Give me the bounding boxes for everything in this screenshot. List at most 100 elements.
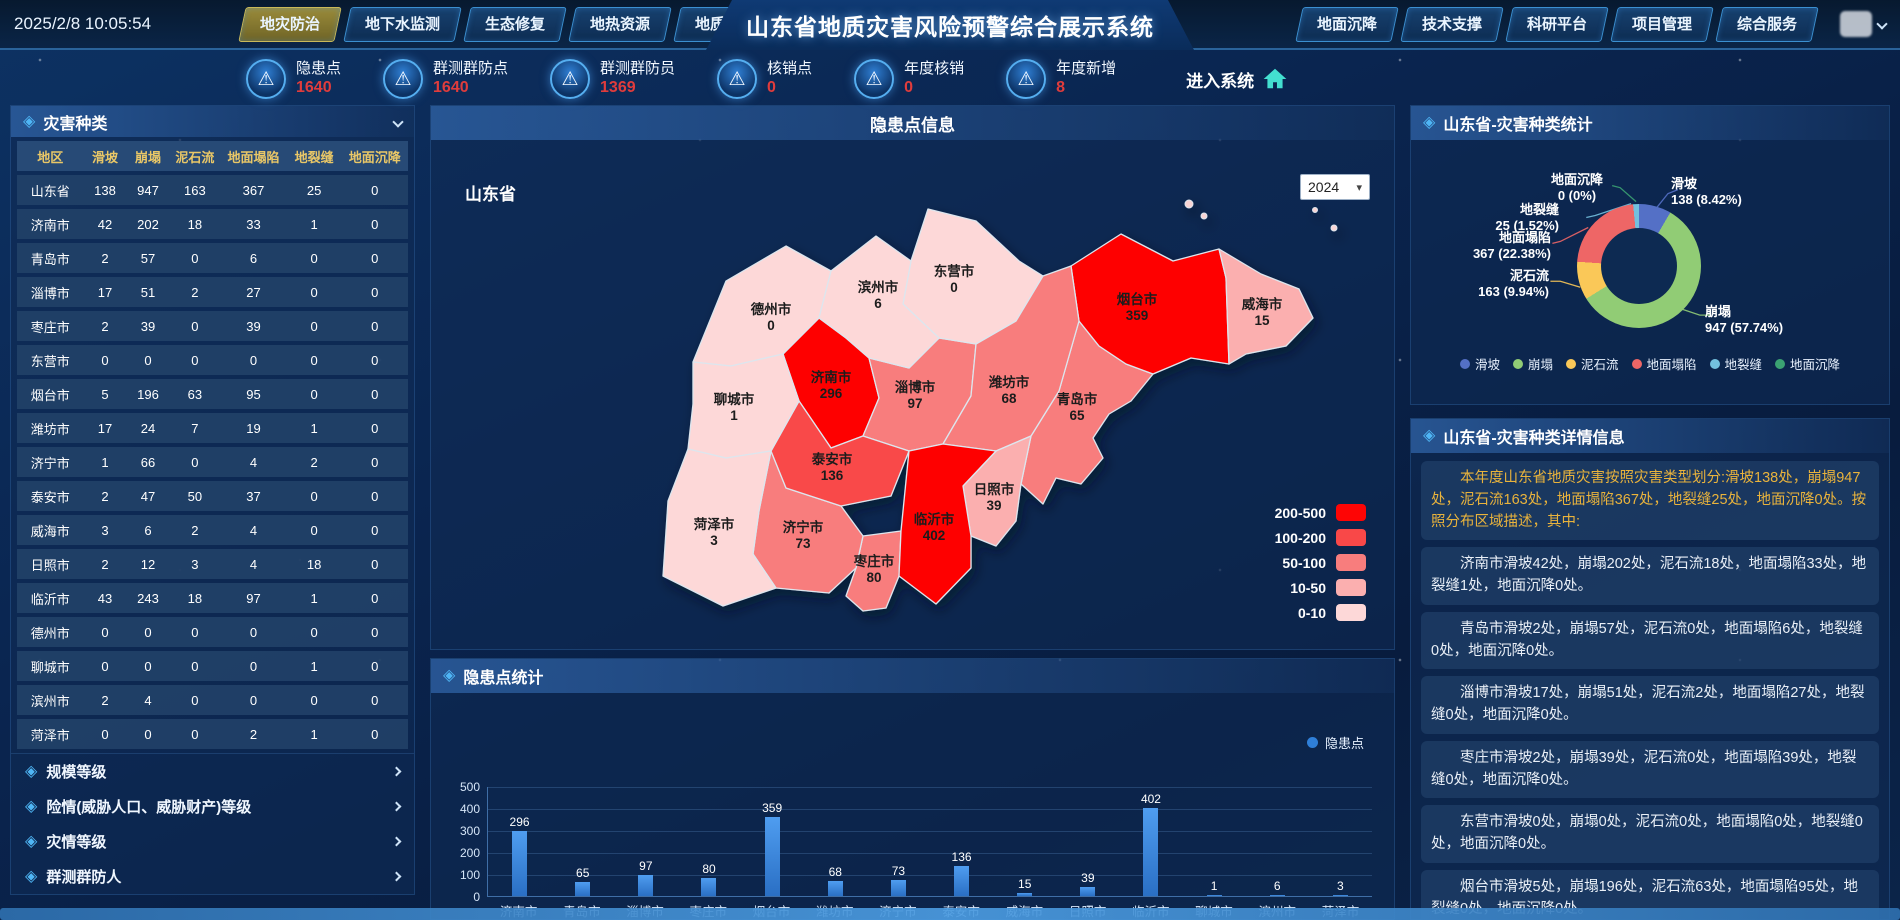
bar-value-label: 39 [1081,871,1095,886]
table-row: 日照市 2 12 3 4 18 0 [17,549,408,579]
accordion-规模等级[interactable]: ◈ 规模等级 [11,754,414,789]
bar-value-label: 1 [1210,879,1218,893]
cell: 2 [101,250,109,266]
bar[interactable] [890,879,906,896]
accordion-灾情等级[interactable]: ◈ 灾情等级 [11,824,414,859]
island [1184,199,1194,209]
legend-range: 100-200 [1274,529,1326,546]
diamond-icon: ◈ [25,762,38,780]
legend-swatch [1336,604,1366,621]
nav-tab-生态修复[interactable]: 生态修复 [463,6,567,42]
cell: 24 [140,420,156,436]
donut-legend-地面沉降[interactable]: 地面沉降 [1775,354,1840,373]
warning-triangle-icon: ⚠ [1006,59,1047,99]
cell: 18 [187,590,203,606]
map-city-潍坊市[interactable] [942,265,1080,452]
bar[interactable] [1332,895,1348,896]
year-value: 2024 [1308,179,1340,195]
bar-chart-legend[interactable]: 隐患点 [1306,733,1364,752]
donut-legend-崩塌[interactable]: 崩塌 [1512,354,1553,373]
bar-value-label: 73 [891,863,906,878]
chevron-right-icon [391,871,402,882]
donut-legend-滑坡[interactable]: 滑坡 [1459,354,1500,373]
map-city-烟台市[interactable] [1070,233,1230,375]
map-city-菏泽市[interactable] [662,448,777,607]
enter-system-button[interactable]: 进入系统 [1186,66,1288,92]
cell: 0 [191,692,199,708]
user-avatar[interactable] [1840,11,1872,37]
map-city-滨州市[interactable] [818,235,940,369]
detail-list: 本年度山东省地质灾害按照灾害类型划分:滑坡138处，崩塌947处，泥石流163处… [1411,453,1889,919]
nav-tab-科研平台[interactable]: 科研平台 [1505,6,1609,42]
bar[interactable] [701,878,717,896]
user-menu[interactable] [1840,11,1888,37]
cell: 0 [191,250,199,266]
cell: 2 [101,556,109,572]
bars-container: 296 65 97 80 359 68 73 136 15 39 402 1 6 3 [488,787,1372,896]
table-row: 东营市 0 0 0 0 0 0 [17,345,408,375]
chevron-right-icon [391,766,402,777]
nav-tab-技术支撑[interactable]: 技术支撑 [1400,6,1504,42]
left-nav-tabs: 地灾防治地下水监测生态修复地热资源地质遗迹 [238,6,777,42]
nav-tab-地面沉降[interactable]: 地面沉降 [1295,6,1399,42]
bar[interactable] [1206,895,1222,896]
cell: 6 [144,522,152,538]
cell: 2 [191,522,199,538]
bar-value-label: 6 [1273,878,1281,893]
nav-tab-项目管理[interactable]: 项目管理 [1610,6,1714,42]
map-city-威海市[interactable] [1218,248,1314,365]
cell: 18 [306,556,322,572]
stat-label: 年度核销 [904,59,965,77]
donut-hole [1601,228,1677,304]
donut-legend-泥石流[interactable]: 泥石流 [1565,354,1619,373]
accordion-群测群防人[interactable]: ◈ 群测群防人 [11,859,414,894]
cell: 4 [144,692,152,708]
cell: 聊城市 [30,659,70,675]
cell: 2 [101,692,109,708]
accordion-险情(威胁人口、威胁财产)等级[interactable]: ◈ 险情(威胁人口、威胁财产)等级 [11,789,414,824]
bar[interactable] [512,830,528,896]
legend-label: 隐患点 [1324,736,1364,751]
donut-legend-地面塌陷[interactable]: 地面塌陷 [1631,354,1697,373]
year-select[interactable]: 2024 ▾ [1300,174,1370,200]
bar[interactable] [1269,894,1285,896]
nav-tab-综合服务[interactable]: 综合服务 [1715,6,1819,42]
cell: 日照市 [30,557,70,573]
map-label-菏泽市: 菏泽市 3 [694,516,735,548]
gridline [488,831,1372,832]
bar[interactable] [575,881,591,896]
cell: 17 [97,420,113,436]
table-header-row: 地区 滑坡 崩塌 泥石流 地面塌陷 地裂缝 地面沉降 [17,141,408,171]
map-city-临沂市[interactable] [898,443,997,605]
map-label-威海市: 威海市 15 [1242,296,1283,328]
nav-tab-地下水监测[interactable]: 地下水监测 [343,6,462,42]
nav-tab-地灾防治[interactable]: 地灾防治 [238,6,342,42]
map-panel-title: 隐患点信息 [870,115,955,135]
cell: 泰安市 [30,489,70,505]
stat-隐患点: ⚠ 隐患点 1640 [246,59,341,99]
table-row: 潍坊市 17 24 7 19 1 0 [17,413,408,443]
bar[interactable] [1143,807,1159,896]
detail-item: 济南市滑坡42处，崩塌202处，泥石流18处，地面塌陷33处，地裂缝1处，地面沉… [1421,547,1879,605]
y-tick-label: 0 [473,890,480,904]
legend-label: 泥石流 [1580,358,1619,372]
bar[interactable] [1080,887,1096,896]
donut-legend-地裂缝[interactable]: 地裂缝 [1709,354,1762,373]
bar[interactable] [764,817,780,896]
table-row: 济宁市 1 66 0 4 2 0 [17,447,408,477]
cell: 1 [101,454,109,470]
bar[interactable] [638,874,654,896]
nav-tab-地热资源[interactable]: 地热资源 [568,6,672,42]
stat-text: 群测群防点 1640 [433,60,508,99]
cell: 0 [310,284,318,300]
disaster-type-header[interactable]: ◈ 灾害种类 [11,106,414,137]
bar[interactable] [1017,892,1033,896]
cell: 0 [144,658,152,674]
legend-range: 0-10 [1297,604,1326,621]
cell: 2 [101,488,109,504]
bar[interactable] [954,866,970,896]
bar[interactable] [827,881,843,896]
table-row: 菏泽市 0 0 0 2 1 0 [17,719,408,749]
legend-swatch [1336,529,1366,546]
cell: 山东省 [30,183,70,199]
